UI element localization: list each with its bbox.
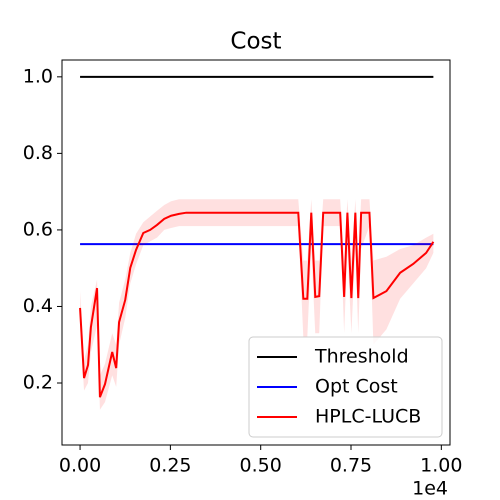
legend-label: Opt Cost — [315, 376, 398, 398]
y-tick-label: 0.4 — [23, 295, 53, 317]
legend-label: Threshold — [314, 346, 409, 368]
x-offset-label: 1e4 — [412, 478, 448, 500]
series-line — [79, 211, 435, 398]
legend-box — [248, 336, 443, 438]
x-tick-label: 0.50 — [240, 455, 282, 477]
x-tick-label: 0.00 — [59, 455, 101, 477]
x-tick-label: 0.25 — [149, 455, 191, 477]
y-tick-label: 0.2 — [23, 372, 53, 394]
y-tick-label: 0.6 — [23, 218, 53, 240]
x-tick-label: 0.75 — [330, 455, 372, 477]
plot-frame — [61, 59, 451, 446]
y-tick-label: 0.8 — [23, 142, 53, 164]
x-tick-label: 1.00 — [420, 455, 462, 477]
y-tick-label: 1.0 — [23, 65, 53, 87]
legend-label: HPLC-LUCB — [315, 406, 421, 428]
chart-title: Cost — [230, 29, 281, 55]
